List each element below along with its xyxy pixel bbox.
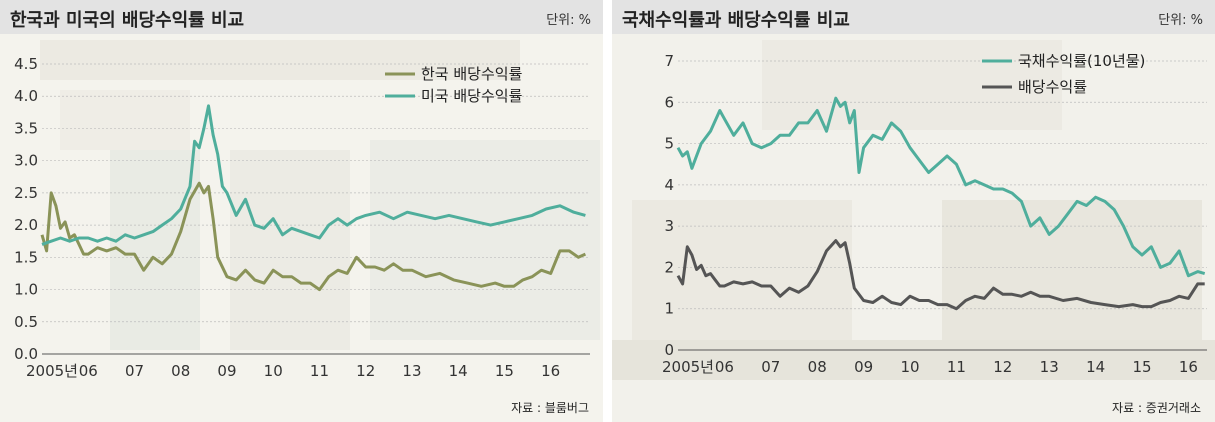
left-chart-panel: 한국과 미국의 배당수익률 비교 단위: % 0.0 0.5 1.0 1.5 2.0 2.… xyxy=(0,0,603,422)
y-tick-label: 2.5 xyxy=(14,184,38,202)
y-tick-label: 0.5 xyxy=(14,313,38,331)
x-tick-label: 09 xyxy=(217,362,236,380)
y-tick-label: 3 xyxy=(664,217,674,235)
y-tick-label: 6 xyxy=(664,93,674,111)
x-tick-label: 09 xyxy=(854,358,873,376)
x-tick-label: 08 xyxy=(808,358,827,376)
y-tick-label: 4 xyxy=(664,176,674,194)
x-tick-label: 13 xyxy=(1040,358,1059,376)
line-chart: 0.0 0.5 1.0 1.5 2.0 2.5 3.0 3.5 4.0 4.5 2005년 06 07 0… xyxy=(14,55,590,380)
y-tick-label: 0 xyxy=(664,341,674,359)
legend-label: 배당수익률 xyxy=(1018,78,1087,96)
y-tick-label: 4.0 xyxy=(14,87,38,105)
y-tick-label: 7 xyxy=(664,52,674,70)
x-tick-label: 06 xyxy=(79,362,98,380)
y-tick-label: 1 xyxy=(664,300,674,318)
x-tick-label: 06 xyxy=(715,358,734,376)
legend-label: 한국 배당수익률 xyxy=(421,65,523,83)
series-line xyxy=(41,104,586,246)
x-tick-label: 07 xyxy=(761,358,780,376)
source-label: 자료 : 증권거래소 xyxy=(1112,401,1201,415)
chart-header: 국채수익률과 배당수익률 비교 단위: % xyxy=(612,0,1215,34)
source-label: 자료 : 블룸버그 xyxy=(511,401,589,415)
background-image xyxy=(0,0,603,422)
x-tick-label: 13 xyxy=(402,362,421,380)
y-tick-label: 5 xyxy=(664,135,674,153)
x-tick-label: 2005년 xyxy=(26,362,78,380)
x-tick-label: 15 xyxy=(495,362,514,380)
x-tick-label: 12 xyxy=(356,362,375,380)
chart-header: 한국과 미국의 배당수익률 비교 단위: % xyxy=(0,0,603,34)
series-line xyxy=(40,181,587,292)
x-tick-label: 10 xyxy=(264,362,283,380)
y-tick-label: 4.5 xyxy=(14,55,38,73)
right-chart-panel: 국채수익률과 배당수익률 비교 단위: % 0 1 2 3 4 5 6 7 2005년 06 07 0… xyxy=(612,0,1215,422)
x-tick-label: 12 xyxy=(993,358,1012,376)
unit-label: 단위: % xyxy=(546,13,591,28)
y-tick-label: 2.0 xyxy=(14,216,38,234)
y-tick-label: 1.0 xyxy=(14,281,38,299)
x-tick-label: 14 xyxy=(449,362,468,380)
y-tick-label: 3.0 xyxy=(14,152,38,170)
y-tick-label: 3.5 xyxy=(14,119,38,137)
x-tick-label: 16 xyxy=(1179,358,1198,376)
chart-title: 한국과 미국의 배당수익률 비교 xyxy=(10,10,245,31)
x-tick-label: 14 xyxy=(1086,358,1105,376)
legend-label: 국채수익률(10년물) xyxy=(1018,52,1145,70)
x-tick-label: 15 xyxy=(1132,358,1151,376)
y-tick-label: 1.5 xyxy=(14,248,38,266)
unit-label: 단위: % xyxy=(1158,13,1203,28)
series-line xyxy=(676,239,1205,311)
chart-title: 국채수익률과 배당수익률 비교 xyxy=(622,10,850,31)
legend-label: 미국 배당수익률 xyxy=(421,87,523,105)
y-tick-label: 2 xyxy=(664,258,674,276)
x-tick-label: 11 xyxy=(310,362,329,380)
series-line xyxy=(676,96,1206,278)
x-tick-label: 08 xyxy=(171,362,190,380)
x-tick-label: 11 xyxy=(947,358,966,376)
y-tick-label: 0.0 xyxy=(14,345,38,363)
x-tick-label: 10 xyxy=(900,358,919,376)
x-tick-label: 07 xyxy=(125,362,144,380)
x-tick-label: 2005년 xyxy=(662,358,714,376)
x-tick-label: 16 xyxy=(541,362,560,380)
